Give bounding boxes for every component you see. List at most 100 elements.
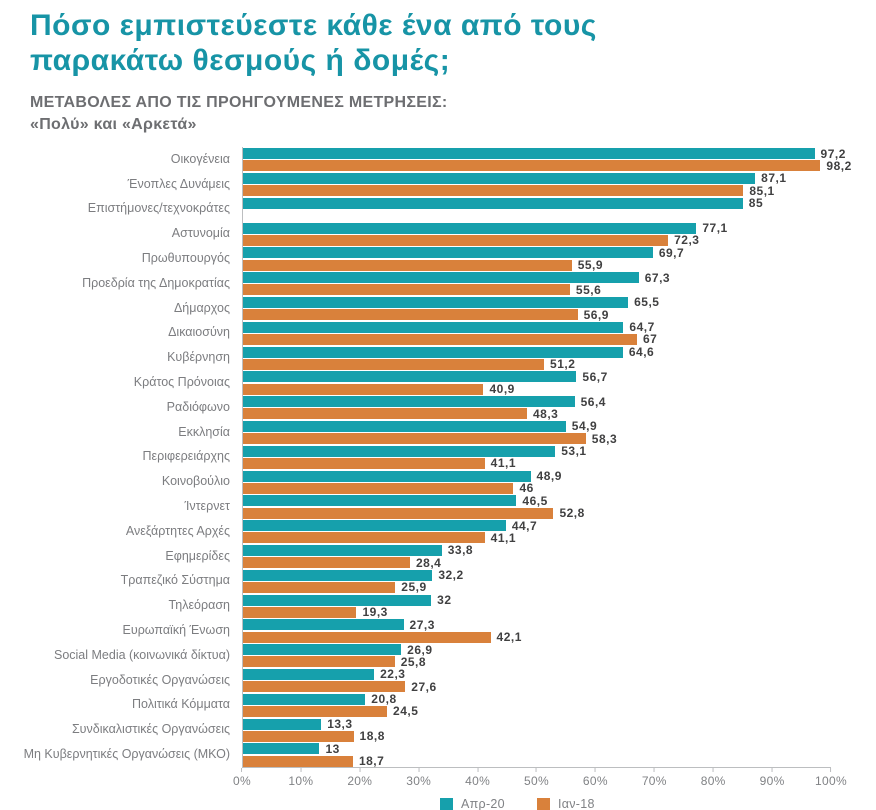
bar-jan18 [243, 507, 554, 519]
bar-line-jan18: 55,6 [243, 283, 831, 297]
tick-mark [830, 768, 832, 773]
tick-label: 70% [641, 774, 667, 789]
bar-pair: 65,5 56,9 [242, 295, 831, 322]
bar-apr20 [243, 420, 566, 432]
page-title-line1: Πόσο εμπιστεύεστε κάθε ένα από τους [30, 9, 597, 42]
bar-pair: 53,1 41,1 [242, 444, 831, 470]
category-label: Επιστήμονες/τεχνοκράτες [87, 201, 230, 216]
bar-jan18 [243, 433, 586, 445]
bar-line-apr20: 20,8 [243, 692, 831, 706]
bar-jan18 [243, 383, 484, 395]
bar-group: Τηλεόραση 32 19,3 [0, 593, 876, 619]
tick-mark [594, 768, 596, 773]
bar-jan18 [243, 333, 637, 345]
tick-label: 100% [815, 774, 847, 789]
x-axis-tick: 20% [347, 768, 372, 788]
bar-group: Κράτος Πρόνοιας 56,7 40,9 [0, 369, 876, 396]
bar-line-apr20: 85 [243, 196, 831, 210]
category-label: Μη Κυβερνητικές Οργανώσεις (ΜΚΟ) [23, 747, 230, 762]
bar-line-jan18: 51,2 [243, 357, 831, 372]
bar-line-apr20: 77,1 [243, 221, 831, 235]
bar-pair: 48,9 46 [242, 469, 831, 495]
bar-pair: 46,5 52,8 [242, 494, 831, 520]
bar-pair: 26,9 25,8 [242, 643, 831, 669]
bar-group: Ραδιόφωνο 56,4 48,3 [0, 395, 876, 421]
bar-pair: 33,8 28,4 [242, 543, 831, 570]
legend-item-apr20: Απρ-20 [440, 797, 505, 810]
value-label-jan18: 98,2 [826, 158, 852, 173]
bar-apr20 [243, 247, 653, 259]
category-label: Τραπεζικό Σύστημα [120, 573, 230, 588]
value-label-apr20: 65,5 [634, 295, 660, 310]
tick-label: 10% [288, 774, 314, 789]
bar-apr20 [243, 396, 575, 408]
category-label: Ανεξάρτητες Αρχές [125, 523, 230, 538]
value-label-apr20: 22,3 [380, 667, 406, 682]
bar-apr20 [243, 445, 556, 457]
bar-jan18 [243, 606, 357, 618]
tick-label: 30% [406, 774, 432, 789]
trust-bar-chart: Οικογένεια 97,2 98,2 Ένοπλες Δυνάμεις 87,1 85… [0, 147, 876, 810]
bar-jan18 [243, 259, 572, 271]
chart-subtitle: ΜΕΤΑΒΟΛΕΣ ΑΠΟ ΤΙΣ ΠΡΟΗΓΟΥΜΕΝΕΣ ΜΕΤΡΗΣΕΙΣ… [30, 92, 846, 135]
bar-line-apr20: 87,1 [243, 171, 831, 185]
value-label-jan18: 25,9 [401, 580, 427, 595]
bar-line-jan18: 85,1 [243, 183, 831, 198]
bar-jan18 [243, 681, 406, 693]
value-label-jan18: 52,8 [559, 506, 585, 521]
bar-apr20 [243, 544, 442, 556]
value-label-jan18: 67 [642, 332, 658, 347]
bar-pair: 13,3 18,8 [242, 717, 831, 743]
category-label: Social Media (κοινωνικά δίκτυα) [53, 647, 230, 662]
bar-group: Κοινοβούλιο 48,9 46 [0, 469, 876, 495]
bar-line-jan18: 24,5 [243, 704, 831, 719]
value-label-apr20: 13 [325, 741, 340, 756]
bar-pair: 20,8 24,5 [242, 692, 831, 719]
bar-line-jan18: 55,9 [243, 258, 831, 272]
tick-mark [300, 768, 302, 773]
value-label-apr20: 56,7 [582, 369, 608, 384]
category-label: Περιφερειάρχης [142, 449, 231, 464]
bar-apr20 [243, 296, 629, 308]
value-label-jan18: 51,2 [550, 357, 576, 372]
x-axis-tick: 60% [583, 768, 608, 788]
tick-label: 60% [582, 774, 608, 789]
legend-swatch-jan18 [536, 797, 550, 810]
bar-apr20 [243, 148, 815, 160]
bar-pair: 27,3 42,1 [242, 618, 831, 644]
value-label-jan18: 28,4 [415, 555, 442, 570]
category-label: Ραδιόφωνο [166, 399, 230, 414]
value-label-jan18: 27,6 [411, 679, 437, 694]
x-axis-tick: 40% [465, 768, 490, 788]
legend-item-jan18: Ιαν-18 [536, 797, 595, 810]
bar-line-apr20: 53,1 [243, 444, 831, 458]
category-label: Δήμαρχος [173, 300, 230, 315]
bar-apr20 [243, 470, 531, 482]
bar-apr20 [243, 569, 433, 581]
tick-mark [241, 768, 243, 773]
bar-apr20 [243, 693, 366, 705]
tick-label: 80% [700, 774, 726, 789]
bar-apr20 [243, 668, 375, 680]
category-label: Ίντερνετ [184, 499, 230, 514]
category-label: Εκκλησία [178, 424, 230, 439]
bar-jan18 [243, 185, 744, 197]
value-label-jan18: 85,1 [749, 183, 775, 198]
bar-line-apr20: 65,5 [243, 295, 831, 310]
bar-line-apr20: 26,9 [243, 643, 831, 657]
bar-line-jan18: 56,9 [243, 307, 831, 322]
bar-group: Ανεξάρτητες Αρχές 44,7 41,1 [0, 519, 876, 545]
value-label-jan18: 24,5 [393, 704, 419, 719]
bar-jan18 [243, 482, 514, 494]
category-label: Πρωθυπουργός [141, 251, 230, 266]
bar-group: Social Media (κοινωνικά δίκτυα) 26,9 25,8 [0, 643, 876, 669]
value-label-apr20: 97,2 [820, 146, 846, 161]
bar-group: Πρωθυπουργός 69,7 55,9 [0, 246, 876, 272]
x-axis-tick: 0% [233, 768, 251, 788]
bar-group: Περιφερειάρχης 53,1 41,1 [0, 444, 876, 470]
bar-line-apr20: 56,4 [243, 395, 831, 409]
value-label-apr20: 33,8 [447, 543, 474, 558]
bar-rows: Οικογένεια 97,2 98,2 Ένοπλες Δυνάμεις 87,1 85… [0, 146, 876, 768]
value-label-jan18: 56,9 [583, 307, 609, 322]
legend-swatch-apr20 [440, 797, 453, 810]
